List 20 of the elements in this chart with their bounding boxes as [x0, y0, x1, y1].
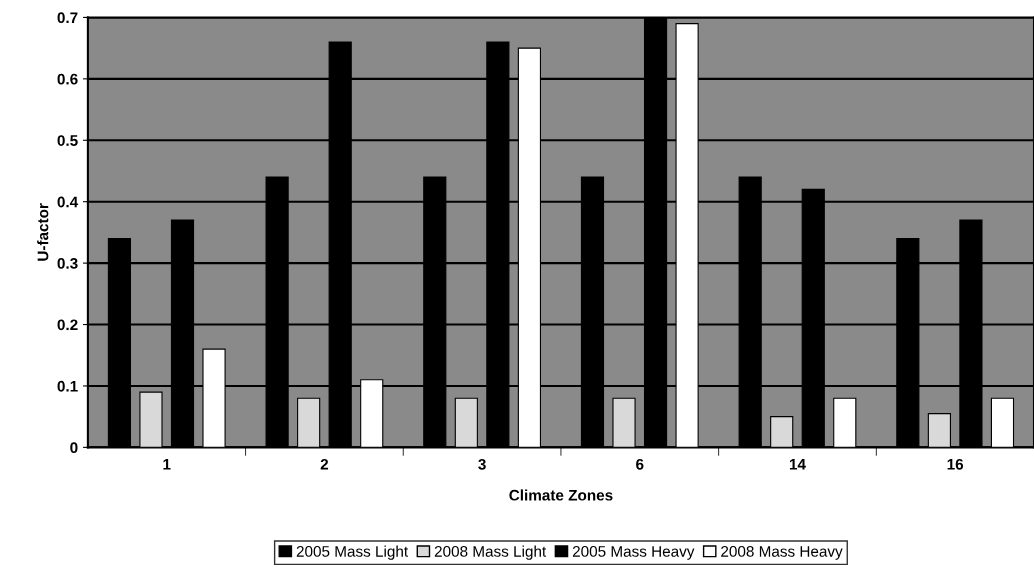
y-tick-label: 0.6	[57, 73, 78, 85]
x-tick-label: 3	[478, 458, 486, 470]
y-axis-title: U-factor	[37, 203, 49, 261]
y-tick-label: 0.7	[57, 12, 78, 24]
y-tick-label: 0.2	[57, 319, 78, 331]
y-tick-label: 0	[70, 442, 78, 454]
x-tick-label: 1	[163, 459, 171, 470]
y-tick-label: 0.4	[57, 196, 79, 208]
x-axis-title: Climate Zones	[509, 489, 613, 501]
y-tick-label: 0.5	[57, 135, 78, 146]
y-tick-label: 0.3	[57, 257, 78, 269]
x-tick-label: 6	[636, 458, 644, 470]
legend-label: 2008 Mass Heavy	[721, 545, 843, 560]
x-tick-label: 14	[789, 459, 806, 470]
legend-label: 2005 Mass Light	[296, 545, 409, 560]
x-tick-label: 2	[320, 458, 329, 470]
y-tick-label: 0.1	[57, 380, 78, 392]
legend-label: 2005 Mass Heavy	[572, 545, 695, 560]
legend-label: 2008 Mass Light	[434, 545, 547, 560]
x-tick-label: 16	[947, 458, 964, 470]
